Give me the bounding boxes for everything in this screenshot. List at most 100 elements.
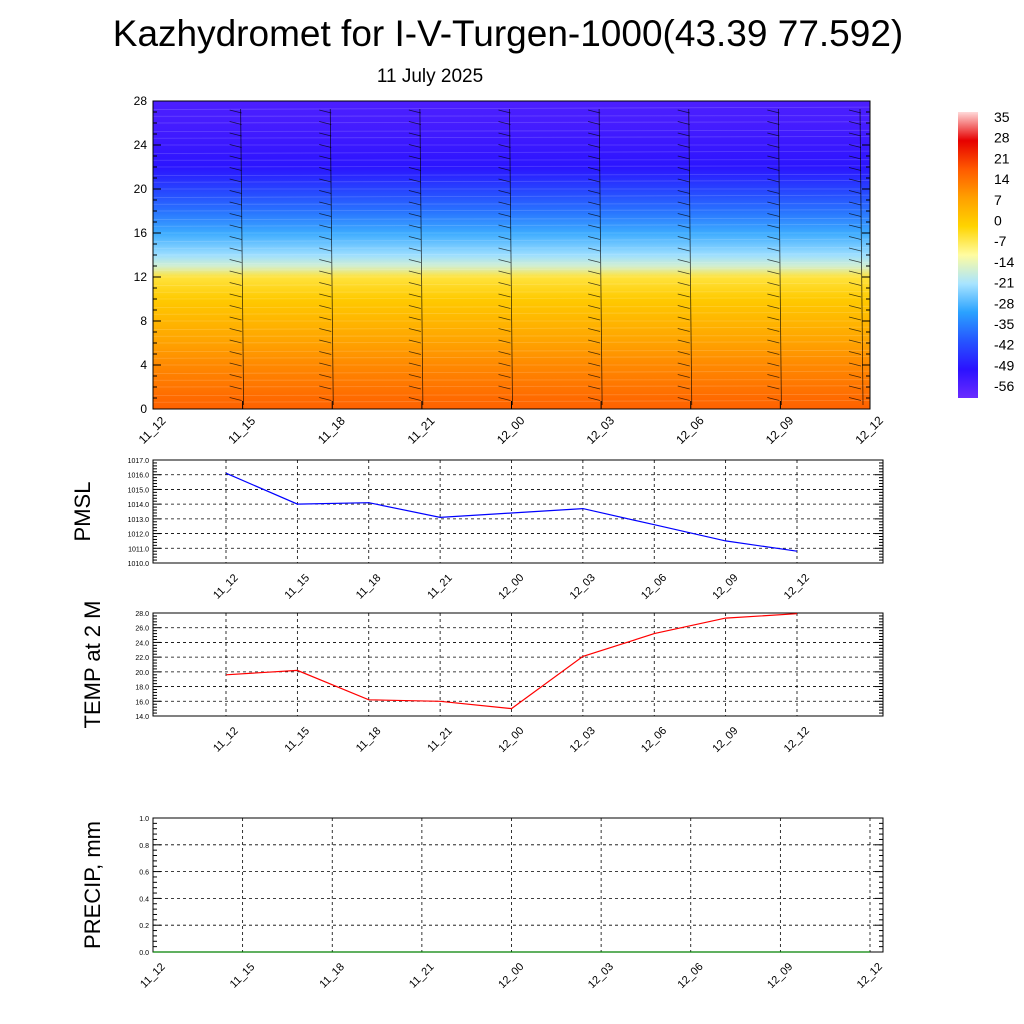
- pmsl-y-tick-label: 1016.0: [128, 473, 150, 480]
- wind-barb: [408, 247, 421, 252]
- wind-barb: [319, 316, 332, 321]
- wind-barb: [588, 121, 601, 125]
- wind-barb-staff: [777, 108, 782, 406]
- wind-barb: [588, 385, 601, 390]
- wind-barb: [319, 144, 332, 148]
- wind-barb: [229, 121, 242, 125]
- y-tick-label: 12: [134, 270, 148, 284]
- wind-barb: [498, 351, 511, 355]
- wind-barb: [848, 328, 862, 332]
- wind-barb: [319, 132, 332, 137]
- wind-barb: [408, 351, 421, 355]
- precip-y-tick-label: 1.0: [139, 816, 149, 823]
- pmsl-y-tick-label: 1010.0: [128, 561, 150, 568]
- wind-barb: [319, 385, 332, 390]
- wind-barb: [848, 121, 862, 125]
- pmsl-y-tick-label: 1012.0: [128, 532, 150, 539]
- isotherm-line: [152, 217, 871, 220]
- temp-x-tick-label: 11_12: [211, 725, 241, 755]
- precip-y-tick-label: 0.4: [139, 896, 149, 903]
- isotherm-line: [152, 238, 871, 242]
- pmsl-y-tick-label: 1011.0: [128, 546, 149, 553]
- wind-barb: [408, 109, 421, 114]
- wind-barb: [848, 397, 862, 401]
- precip-x-tick-label: 12_09: [765, 961, 795, 991]
- wind-barb: [229, 305, 242, 309]
- wind-barb: [677, 155, 690, 160]
- wind-barb: [677, 121, 690, 125]
- isotherm-line: [152, 180, 871, 183]
- wind-barb: [767, 282, 780, 286]
- isotherm-line: [152, 247, 871, 249]
- y-tick-label: 0: [140, 402, 147, 416]
- wind-barb: [229, 190, 242, 194]
- wind-barb: [588, 305, 601, 309]
- isotherm-line: [152, 150, 871, 154]
- wind-barb: [588, 351, 601, 355]
- isotherm-line: [152, 173, 871, 176]
- wind-barb: [848, 224, 862, 229]
- wind-barb: [848, 305, 862, 309]
- wind-barb: [588, 167, 601, 171]
- wind-barb: [319, 121, 332, 125]
- wind-barb: [229, 155, 242, 160]
- wind-barb: [408, 144, 421, 148]
- wind-barb: [229, 109, 242, 114]
- wind-barb: [677, 397, 690, 401]
- pmsl-panel: 1010.0 1011.0 1012.0 1013.0 1014.0 1015.0 1016…: [70, 458, 884, 602]
- wind-barb: [677, 351, 690, 355]
- wind-barb: [319, 155, 332, 160]
- wind-barb: [408, 397, 421, 401]
- wind-barb-staff: [509, 108, 513, 406]
- wind-barb: [767, 397, 780, 401]
- wind-barb: [848, 316, 862, 321]
- wind-barb: [408, 121, 421, 125]
- wind-barb: [319, 328, 332, 332]
- temp-x-tick-label: 12_03: [568, 725, 598, 755]
- wind-barb: [588, 224, 601, 229]
- wind-barb: [229, 247, 242, 252]
- wind-barb: [229, 236, 242, 240]
- wind-barb: [498, 236, 511, 240]
- precip-x-tick-label: 11_15: [228, 961, 258, 991]
- precip-x-tick-label: 11_12: [138, 961, 168, 991]
- colorbar-label: -42: [994, 337, 1014, 353]
- temp-y-tick-label: 14.0: [135, 714, 149, 721]
- wind-barb: [498, 282, 511, 286]
- x-tick-label: 11_15: [225, 414, 258, 447]
- temp-x-tick-label: 11_21: [425, 725, 455, 755]
- wind-barb: [319, 270, 332, 275]
- colorbar-ramp: [958, 112, 978, 398]
- wind-barb: [677, 259, 690, 263]
- x-tick-label: 12_00: [494, 413, 528, 447]
- wind-barb: [848, 144, 862, 148]
- wind-barb: [408, 305, 421, 309]
- wind-barb: [229, 213, 242, 217]
- temp-y-tick-label: 28.0: [135, 611, 149, 618]
- wind-barb: [229, 362, 242, 367]
- x-tick-label: 12_12: [852, 413, 886, 447]
- colorbar: 35 28 21 14 7 0 -7 -14 -21 -28 -35 -42 -49 -56: [958, 109, 1014, 398]
- precip-x-tick-label: 11_21: [407, 961, 437, 991]
- wind-barb: [408, 155, 421, 160]
- wind-barb: [408, 213, 421, 217]
- wind-barb: [848, 178, 862, 183]
- precip-y-tick-label: 0.0: [139, 950, 149, 957]
- wind-barb: [677, 144, 690, 148]
- wind-barb: [498, 109, 511, 114]
- wind-barb: [498, 259, 511, 263]
- wind-barb: [588, 397, 601, 401]
- wind-barb: [588, 316, 601, 321]
- wind-barb: [408, 201, 421, 206]
- colorbar-label: -21: [994, 275, 1014, 291]
- wind-barb: [319, 374, 332, 378]
- isotherm-line: [152, 349, 871, 352]
- wind-barb: [319, 293, 332, 298]
- wind-barb: [408, 132, 421, 137]
- wind-barb: [408, 328, 421, 332]
- wind-barb: [767, 167, 780, 171]
- isotherm-line: [152, 379, 871, 381]
- wind-barb: [848, 213, 862, 217]
- wind-barb: [848, 339, 862, 344]
- wind-barb: [588, 282, 601, 286]
